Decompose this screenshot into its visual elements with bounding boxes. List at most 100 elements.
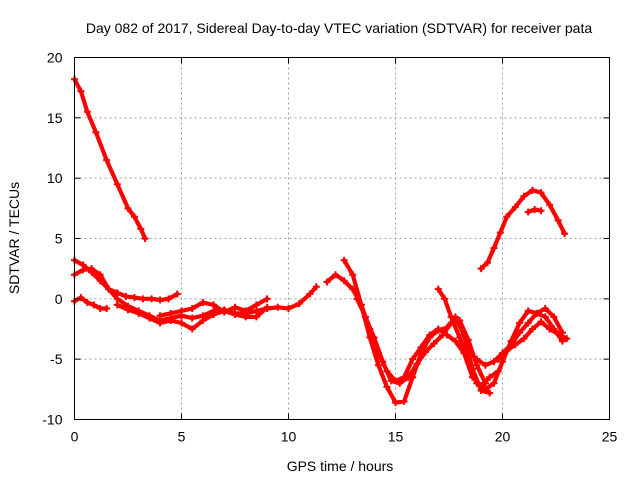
data-point: [404, 373, 412, 381]
series-line-arc-j: [436, 287, 565, 392]
data-point: [528, 325, 536, 333]
data-point: [252, 307, 260, 315]
data-point: [456, 333, 464, 341]
data-point: [188, 325, 196, 333]
data-point: [242, 307, 250, 315]
data-point: [210, 301, 218, 309]
data-point: [173, 290, 181, 298]
series-line-arc-m: [479, 188, 567, 271]
data-point: [383, 383, 391, 391]
series-line-arc-a: [72, 77, 148, 241]
data-point: [546, 325, 554, 333]
data-point: [122, 292, 130, 300]
data-point: [511, 203, 519, 211]
data-point: [285, 304, 292, 312]
data-point: [561, 230, 569, 238]
data-point: [484, 259, 492, 267]
data-point: [124, 306, 132, 314]
data-point: [441, 295, 449, 303]
x-tick-label: 0: [71, 429, 79, 445]
data-point: [379, 358, 387, 366]
data-point: [362, 313, 370, 321]
data-point: [511, 341, 519, 349]
data-point: [263, 295, 271, 303]
data-point: [413, 360, 421, 368]
data-point: [563, 335, 571, 343]
data-point: [263, 303, 271, 311]
data-point: [392, 399, 399, 407]
data-point: [537, 318, 545, 326]
data-point: [531, 206, 539, 214]
x-tick-label: 15: [388, 429, 404, 445]
data-point: [387, 377, 395, 385]
data-point: [113, 301, 121, 309]
series-line-arc-i: [354, 296, 488, 386]
data-point: [167, 317, 175, 325]
chart-title: Day 082 of 2017, Sidereal Day-to-day VTE…: [86, 20, 593, 36]
data-point: [188, 304, 196, 312]
data-point: [430, 339, 438, 347]
data-point: [481, 379, 489, 387]
data-point: [477, 265, 485, 273]
data-point: [165, 295, 173, 303]
data-point: [409, 355, 417, 363]
data-point: [83, 298, 91, 306]
data-point: [349, 271, 357, 279]
data-point: [490, 379, 498, 387]
data-point: [242, 313, 250, 321]
data-point: [199, 317, 207, 325]
data-point: [537, 207, 545, 215]
data-point: [490, 358, 498, 366]
data-point: [92, 128, 100, 136]
data-point: [274, 303, 282, 311]
x-axis-label: GPS time / hours: [287, 458, 394, 474]
data-point: [353, 295, 361, 303]
y-tick-label: 0: [55, 291, 63, 307]
data-point: [295, 300, 303, 308]
data-point: [456, 317, 464, 325]
data-point: [524, 208, 532, 216]
data-point: [340, 277, 348, 285]
series-line-arc-c: [72, 266, 319, 323]
data-point: [156, 319, 164, 327]
data-point: [124, 204, 132, 212]
data-point: [558, 337, 566, 345]
data-point: [148, 295, 156, 303]
data-point: [451, 337, 459, 345]
data-point: [473, 379, 481, 387]
data-point: [370, 333, 378, 341]
data-point: [396, 379, 404, 387]
data-point: [473, 361, 481, 369]
data-point: [130, 213, 138, 221]
x-tick-label: 25: [602, 429, 618, 445]
data-point: [113, 295, 121, 303]
data-point: [167, 309, 175, 317]
data-point: [541, 304, 549, 312]
data-point: [88, 265, 96, 273]
y-tick-label: -10: [42, 412, 62, 428]
data-point: [113, 180, 121, 188]
data-point: [77, 87, 85, 95]
data-point: [156, 296, 164, 304]
data-point: [520, 335, 528, 343]
data-point: [312, 283, 320, 291]
data-point: [96, 271, 104, 279]
data-point: [464, 358, 472, 366]
data-point: [434, 285, 442, 293]
data-point: [486, 389, 494, 397]
data-point: [252, 301, 260, 309]
data-point: [473, 355, 481, 363]
data-point: [340, 256, 348, 264]
data-point: [103, 304, 111, 312]
data-point: [533, 309, 541, 317]
data-point: [137, 225, 145, 233]
data-point: [516, 329, 524, 337]
data-point: [323, 278, 331, 286]
data-point: [503, 347, 511, 355]
data-point: [486, 373, 494, 381]
data-point: [481, 361, 489, 369]
data-point: [77, 294, 85, 302]
x-tick-label: 20: [495, 429, 511, 445]
data-point: [141, 235, 149, 242]
